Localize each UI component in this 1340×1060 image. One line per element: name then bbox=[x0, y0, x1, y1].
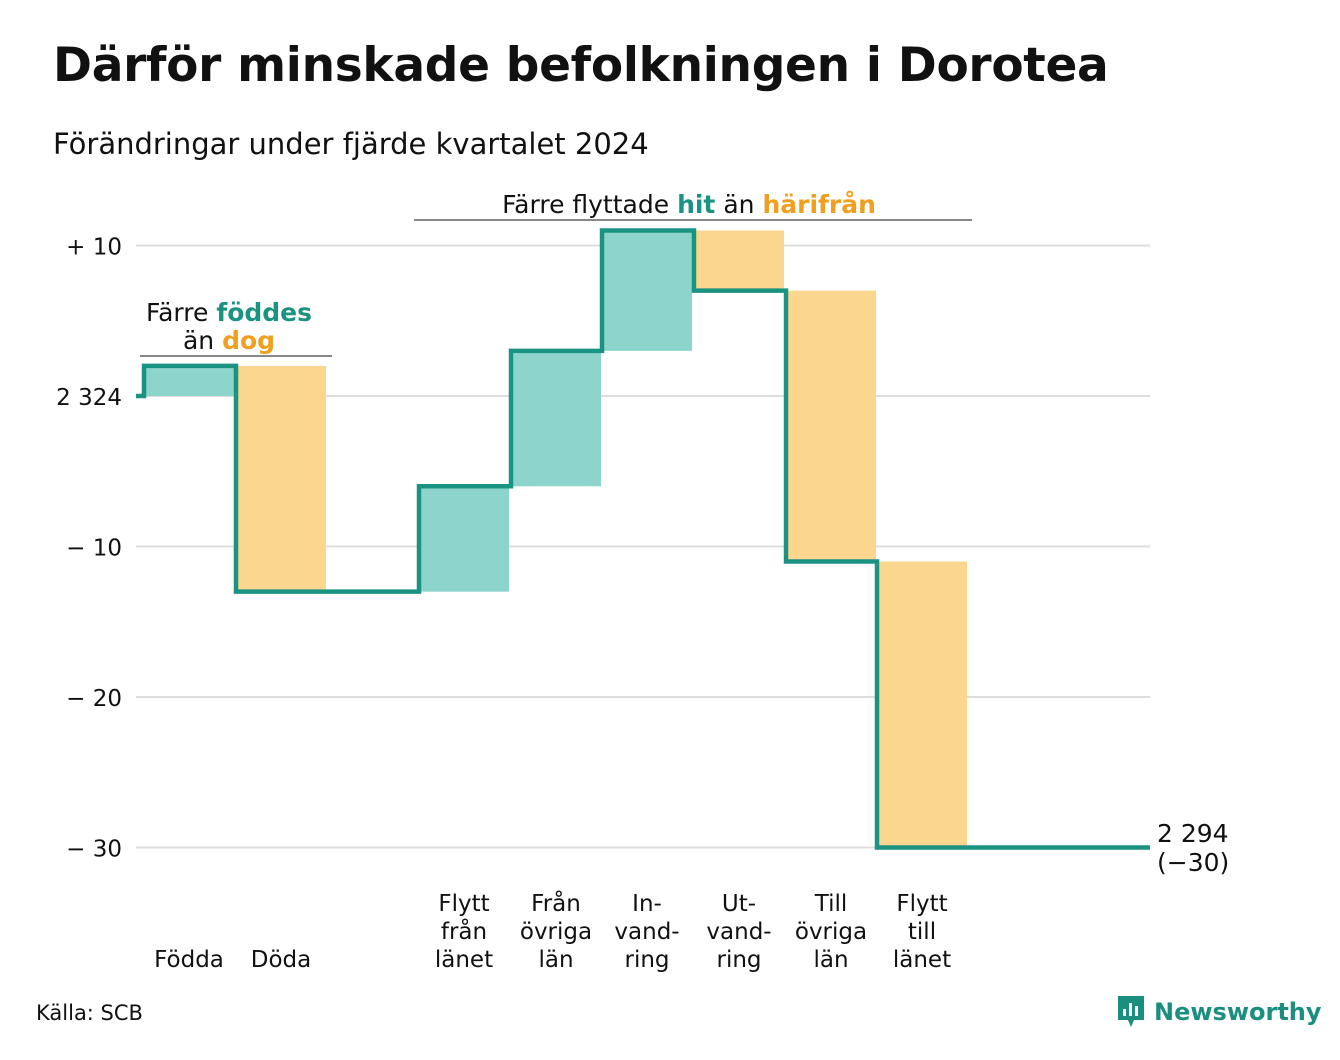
bar-decrease bbox=[877, 561, 967, 848]
x-tick-label: Flytt till länet bbox=[893, 891, 951, 973]
end-change: (−30) bbox=[1157, 848, 1229, 877]
x-tick-label: Flytt från länet bbox=[435, 891, 493, 973]
annotation-highlight-deaths: dog bbox=[222, 326, 275, 355]
bar-decrease bbox=[236, 365, 326, 592]
x-tick-label: Till övriga län bbox=[795, 891, 867, 973]
chart-subtitle: Förändringar under fjärde kvartalet 2024 bbox=[53, 127, 649, 161]
annotation-migration: Färre flyttade hit än härifrån bbox=[502, 190, 876, 219]
x-tick-label: Från övriga län bbox=[520, 889, 592, 973]
y-tick-label: − 20 bbox=[66, 686, 122, 712]
bar-increase bbox=[602, 230, 692, 351]
x-tick-label: In-vand-ring bbox=[614, 891, 679, 973]
x-axis-labels: Födda Döda Flytt från länet Från övriga län In-v… bbox=[154, 889, 951, 973]
bar-decrease bbox=[694, 230, 784, 291]
annotation-births-deaths-line2: än dog bbox=[183, 326, 275, 355]
x-tick-label: Döda bbox=[251, 947, 311, 973]
y-tick-label: + 10 bbox=[66, 235, 122, 261]
chart-title: Därför minskade befolkningen i Dorotea bbox=[53, 38, 1109, 93]
y-tick-label: 2 324 bbox=[56, 385, 122, 411]
annotation-births-deaths-line1: Färre föddes bbox=[146, 298, 312, 327]
end-value: 2 294 bbox=[1157, 819, 1229, 848]
newsworthy-logo-icon bbox=[1118, 996, 1144, 1027]
y-axis-labels: + 10 2 324 − 10 − 20 − 30 bbox=[56, 235, 122, 863]
bar-increase bbox=[419, 486, 509, 592]
running-total-line bbox=[136, 228, 1150, 850]
annotation-highlight-hit: hit bbox=[677, 190, 715, 219]
y-tick-label: − 10 bbox=[66, 536, 122, 562]
source-note: Källa: SCB bbox=[36, 1001, 143, 1025]
annotation-highlight-births: föddes bbox=[216, 298, 312, 327]
bars bbox=[144, 230, 967, 848]
end-value-label: 2 294 (−30) bbox=[1157, 819, 1229, 877]
annotation-highlight-harifran: härifrån bbox=[762, 190, 875, 219]
running-total-path bbox=[136, 228, 1150, 850]
y-tick-label: − 30 bbox=[66, 837, 122, 863]
x-tick-label: Ut-vand-ring bbox=[706, 891, 771, 973]
newsworthy-logo-text: Newsworthy bbox=[1154, 998, 1322, 1026]
bar-decrease bbox=[786, 290, 876, 562]
bar-increase bbox=[144, 365, 234, 396]
bar-increase bbox=[511, 350, 601, 487]
annotations: Färre föddes än dog Färre flyttade hit ä… bbox=[140, 190, 972, 357]
newsworthy-logo: Newsworthy bbox=[1116, 994, 1322, 1030]
x-tick-label: Födda bbox=[154, 947, 224, 973]
